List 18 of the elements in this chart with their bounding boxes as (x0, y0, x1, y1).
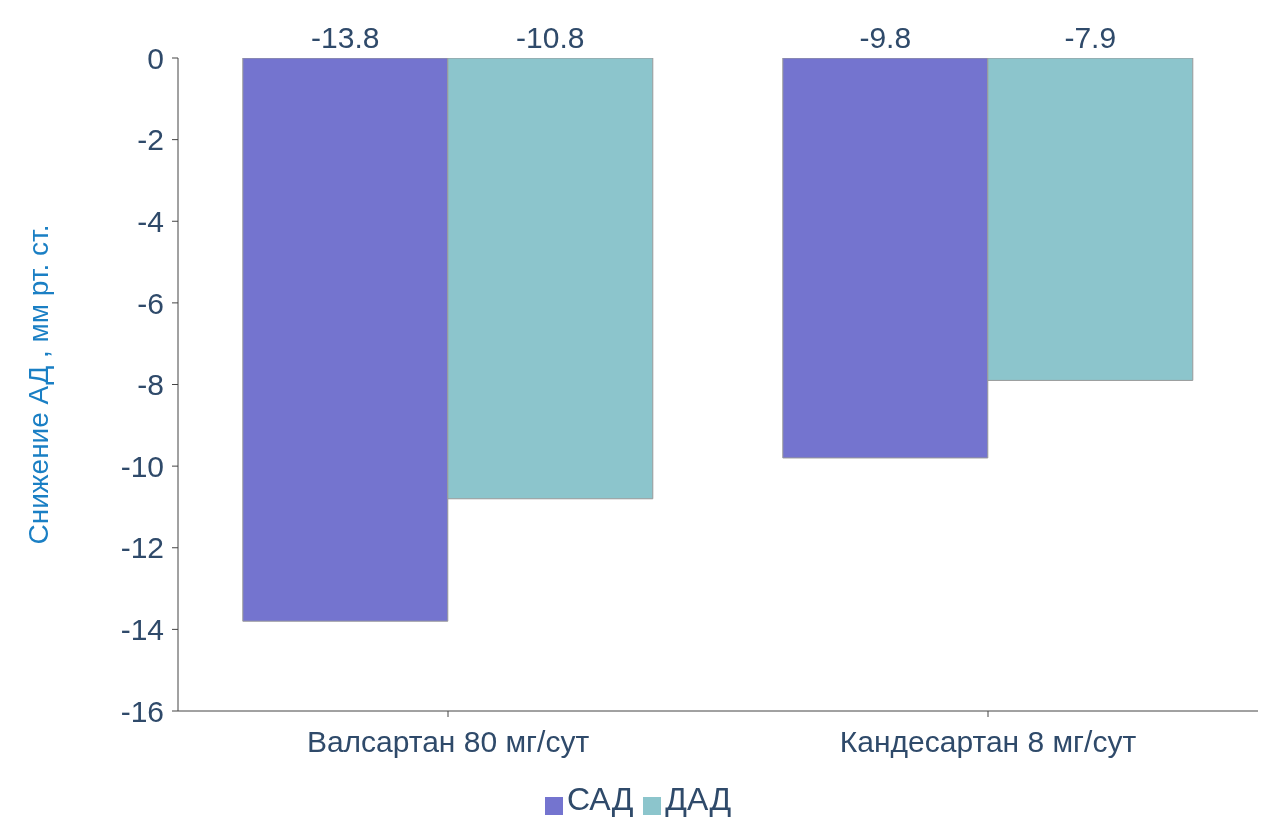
y-tick-label: -10 (120, 449, 164, 483)
x-tick-label: Кандесартан 8 мг/сут (839, 725, 1137, 759)
y-tick-label: -14 (120, 613, 164, 647)
y-tick-label: -12 (120, 531, 164, 565)
x-tick-label: Валсартан 80 мг/сут (306, 725, 590, 759)
y-tick-label: -8 (137, 368, 164, 402)
legend-label: САД (566, 781, 634, 817)
data-label: -10.8 (516, 21, 585, 54)
data-label: -9.8 (859, 21, 912, 54)
y-tick-label: 0 (147, 41, 164, 75)
y-tick-label: -4 (137, 204, 164, 238)
y-axis-title: Снижение АД , мм рт. ст. (22, 224, 54, 545)
legend-label: ДАД (665, 781, 732, 817)
data-label: -7.9 (1064, 21, 1117, 54)
y-tick-label: -16 (120, 694, 164, 728)
y-tick-label: -6 (137, 286, 164, 320)
data-label: -13.8 (311, 21, 380, 54)
y-tick-label: -2 (137, 123, 164, 157)
